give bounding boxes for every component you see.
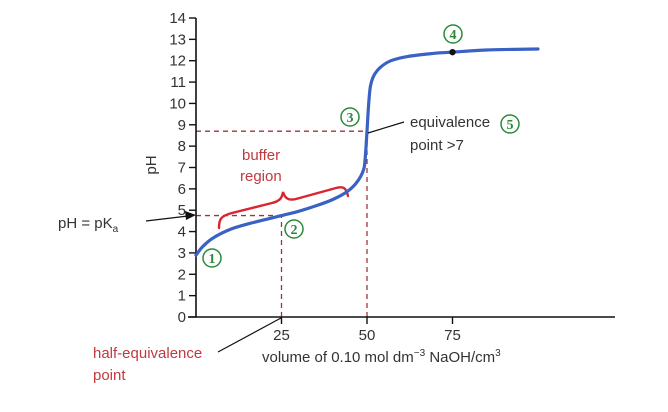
half-equivalence-label-2: point	[93, 367, 126, 384]
half-equivalence-pointer	[217, 317, 282, 353]
marker-2-label: 2	[291, 223, 298, 238]
marker-5-circle	[500, 114, 520, 134]
marker-3-label: 3	[347, 111, 354, 126]
y-tick-label: 13	[169, 31, 186, 48]
buffer-region-brace	[217, 186, 350, 230]
marker-3-circle	[340, 107, 360, 127]
y-tick-label: 11	[170, 74, 186, 91]
equivalence-point-label: equivalence	[410, 114, 490, 131]
half-equivalence-label: half-equivalence	[93, 345, 202, 362]
y-tick-label: 12	[169, 53, 186, 70]
y-tick-label: 10	[169, 95, 186, 112]
y-tick-label: 9	[178, 117, 186, 134]
pka-arrow-head	[185, 211, 196, 220]
buffer-region-label-2: region	[240, 168, 282, 185]
titration-curve	[194, 47, 540, 257]
buffer-region-label: buffer	[242, 147, 280, 164]
marker-4-label: 4	[450, 28, 457, 43]
y-tick-label: 2	[178, 266, 186, 283]
y-tick-label: 8	[178, 138, 186, 155]
x-tick-label: 50	[359, 327, 376, 344]
y-tick-label: 5	[178, 202, 186, 219]
marker-1-label: 1	[209, 252, 216, 267]
x-tick-label: 25	[273, 327, 290, 344]
y-tick-label: 0	[178, 309, 186, 326]
marker-5-label: 5	[507, 118, 514, 133]
reference-lines	[196, 130, 368, 317]
marker-4-circle	[443, 24, 463, 44]
equivalence-point-label-2: point >7	[410, 137, 464, 154]
y-tick-label: 3	[178, 245, 186, 262]
y-tick-label: 6	[178, 181, 186, 198]
ph-equals-pka-label: pH = pKa	[58, 215, 119, 235]
y-tick-label: 4	[178, 224, 186, 241]
y-tick-label: 1	[178, 288, 186, 305]
y-axis-title: pH	[143, 155, 160, 174]
marker-1-circle	[202, 248, 222, 268]
y-tick-label: 14	[169, 10, 186, 27]
y-tick-label: 7	[178, 160, 186, 177]
x-axis-ticks: 25 50 75	[273, 317, 461, 344]
x-axis-title: volume of 0.10 mol dm−3 NaOH/cm3	[262, 348, 501, 366]
equivalence-pointer	[367, 121, 405, 134]
numbered-markers: 1 2 3 4 5	[202, 24, 520, 268]
x-tick-label: 75	[444, 327, 461, 344]
point-4-dot	[449, 48, 456, 56]
pka-arrow-line	[145, 215, 189, 222]
marker-2-circle	[284, 219, 304, 239]
